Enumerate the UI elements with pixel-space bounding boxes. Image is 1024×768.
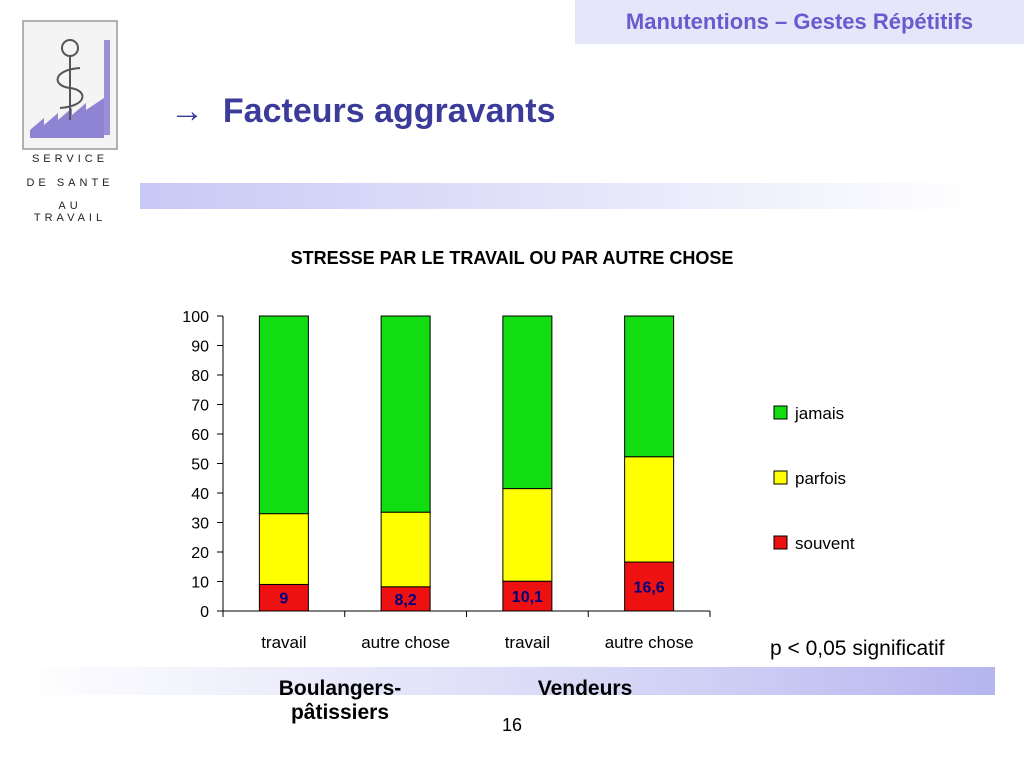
x-tick-label: autre chose	[361, 633, 450, 652]
legend-label-jamais: jamais	[794, 404, 844, 423]
x-tick-label: autre chose	[605, 633, 694, 652]
data-label: 16,6	[634, 580, 665, 597]
logo-text-line1: SERVICE	[31, 153, 109, 165]
arrow-right-icon: →	[170, 92, 204, 130]
bar-jamais	[258, 315, 309, 515]
legend-label-souvent: souvent	[795, 534, 855, 553]
y-tick-label: 10	[191, 575, 209, 592]
y-tick-label: 30	[191, 516, 209, 533]
data-label: 8,2	[395, 592, 417, 609]
y-tick-label: 0	[200, 604, 209, 621]
bar-parfois	[624, 456, 675, 563]
bar-souvent	[380, 586, 431, 612]
x-tick-label: travail	[261, 633, 306, 652]
y-tick-label: 80	[191, 368, 209, 385]
bar-jamais	[624, 315, 675, 458]
y-tick-label: 90	[191, 339, 209, 356]
data-label: 10,1	[512, 589, 543, 606]
data-label: 9	[279, 591, 288, 608]
page-number: 16	[502, 715, 523, 735]
significance-note: p < 0,05 significatif	[770, 637, 945, 660]
bar-jamais	[502, 315, 553, 490]
bar-souvent	[502, 580, 553, 612]
bar-souvent	[258, 583, 309, 612]
y-tick-label: 40	[191, 486, 209, 503]
y-tick-label: 70	[191, 398, 209, 415]
header-tag: Manutentions – Gestes Répétitifs	[575, 0, 1024, 44]
legend-swatch-parfois	[773, 470, 788, 485]
x-tick-label: travail	[505, 633, 550, 652]
decorative-band-bottom	[20, 667, 995, 695]
bar-parfois	[380, 511, 431, 588]
group-label-boulangers: Boulangers-pâtissiers	[278, 677, 402, 724]
logo-icon	[22, 20, 118, 150]
bar-souvent	[624, 561, 675, 612]
y-tick-label: 50	[191, 457, 209, 474]
legend-swatch-jamais	[773, 405, 788, 420]
page-title-text: Facteurs aggravants	[222, 92, 556, 130]
legend-label-parfois: parfois	[795, 469, 846, 488]
y-tick-label: 60	[191, 427, 209, 444]
page-title: → Facteurs aggravants	[170, 92, 556, 131]
y-tick-label: 100	[182, 309, 209, 326]
bar-jamais	[380, 315, 431, 513]
logo-text-line3: AU TRAVAIL	[33, 200, 107, 224]
bar-parfois	[258, 513, 309, 585]
legend-swatch-souvent	[773, 535, 788, 550]
group-label-vendeurs: Vendeurs	[537, 677, 633, 700]
bar-parfois	[502, 488, 553, 582]
y-tick-label: 20	[191, 545, 209, 562]
chart-title: STRESSE PAR LE TRAVAIL OU PAR AUTRE CHOS…	[290, 248, 734, 268]
decorative-band-top	[140, 183, 980, 209]
logo-text-line2: DE SANTE	[26, 177, 114, 189]
